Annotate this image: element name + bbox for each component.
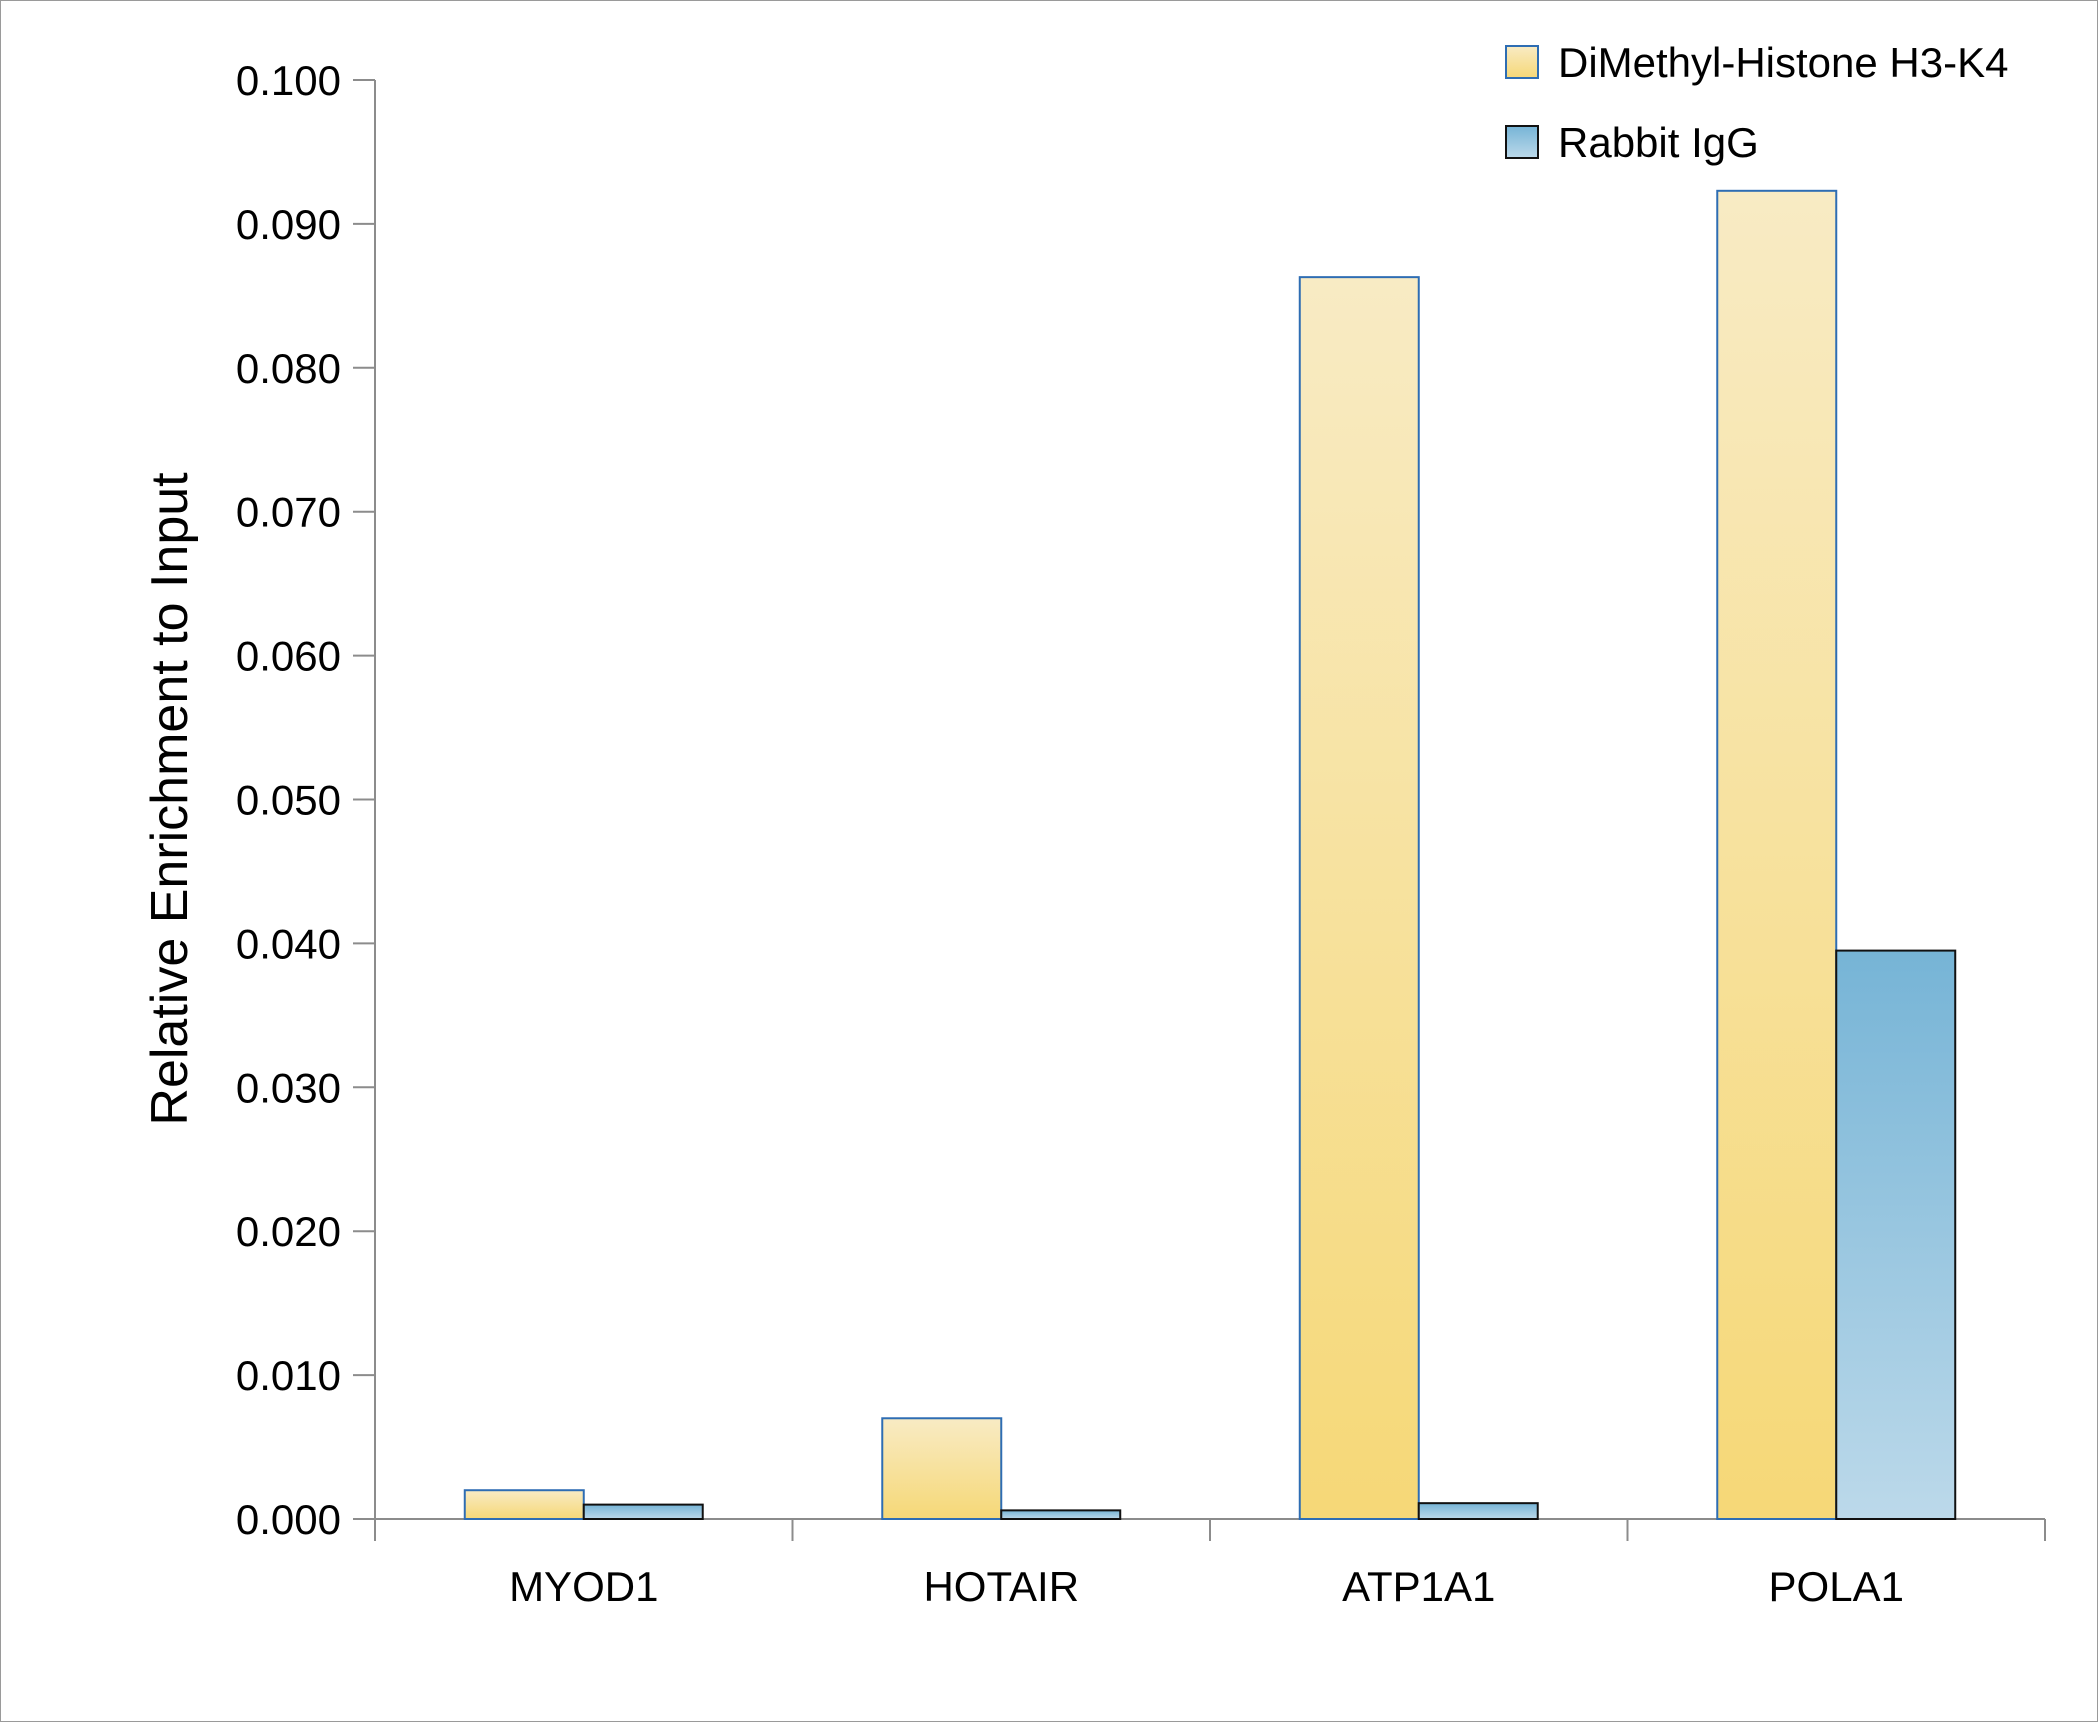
x-tick-label: MYOD1 — [509, 1563, 658, 1610]
y-tick-label: 0.010 — [236, 1352, 341, 1399]
bar-rabbit-igg — [582, 1503, 704, 1520]
bar-dimethyl-histone — [881, 1417, 1003, 1521]
y-tick-label: 0.020 — [236, 1208, 341, 1255]
bar-rabbit-igg — [1835, 949, 1957, 1520]
bar-rabbit-igg — [1417, 1502, 1539, 1521]
legend-swatch-dimethyl-histone — [1505, 45, 1539, 79]
bar-dimethyl-histone — [1716, 189, 1838, 1521]
y-tick-label: 0.040 — [236, 920, 341, 967]
y-tick-label: 0.060 — [236, 633, 341, 680]
bar-rabbit-igg — [1000, 1509, 1122, 1520]
bars — [463, 189, 1957, 1521]
y-tick-label: 0.100 — [236, 57, 341, 104]
y-axis-title: Relative Enrichment to Input — [141, 472, 199, 1126]
legend-label-rabbit-igg: Rabbit IgG — [1558, 119, 1759, 166]
y-tick-label: 0.030 — [236, 1064, 341, 1111]
y-tick-label: 0.070 — [236, 489, 341, 536]
x-axis: MYOD1 HOTAIR ATP1A1 POLA1 — [374, 1518, 2046, 1610]
y-axis: 0.000 0.010 0.020 0.030 0.040 0.050 0.060 0.070… — [236, 57, 376, 1543]
bar-dimethyl-histone — [463, 1489, 585, 1520]
y-tick-label: 0.080 — [236, 345, 341, 392]
legend: DiMethyl-Histone H3-K4 Rabbit IgG — [1505, 39, 2008, 166]
y-tick-label: 0.000 — [236, 1496, 341, 1543]
x-tick-label: HOTAIR — [923, 1563, 1079, 1610]
x-tick-label: POLA1 — [1769, 1563, 1904, 1610]
legend-swatch-rabbit-igg — [1505, 125, 1539, 159]
y-tick-label: 0.090 — [236, 201, 341, 248]
y-tick-label: 0.050 — [236, 777, 341, 824]
x-tick-label: ATP1A1 — [1342, 1563, 1495, 1610]
legend-label-dimethyl-histone: DiMethyl-Histone H3-K4 — [1558, 39, 2008, 86]
bar-dimethyl-histone — [1298, 276, 1420, 1521]
